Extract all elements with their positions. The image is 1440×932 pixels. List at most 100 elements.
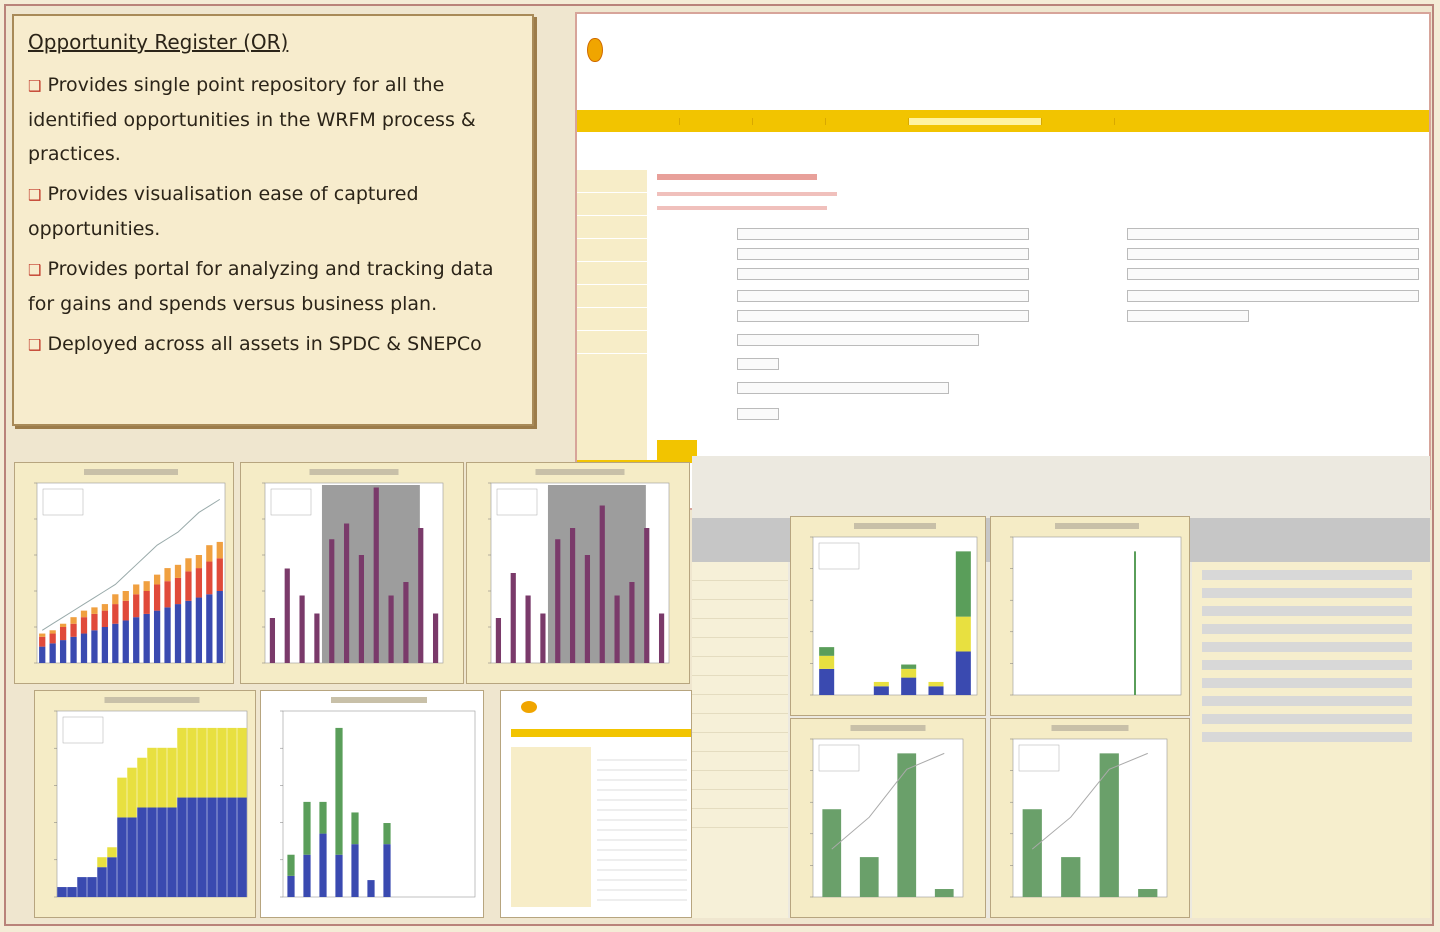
- bar: [197, 797, 207, 897]
- form-input[interactable]: [737, 228, 1029, 240]
- sub-tab-active[interactable]: [657, 440, 697, 460]
- bar: [137, 757, 147, 808]
- bullet-item: ❑ Provides single point repository for al…: [28, 74, 476, 165]
- form-input[interactable]: [1127, 268, 1419, 280]
- bar: [59, 640, 67, 663]
- bar: [383, 844, 391, 897]
- bar: [57, 887, 67, 897]
- bar: [39, 636, 46, 647]
- bar: [525, 595, 531, 663]
- bar: [287, 875, 295, 897]
- bar: [133, 594, 140, 618]
- chart-green-bars-line-2: [990, 718, 1190, 918]
- bar: [49, 643, 56, 663]
- bar: [644, 528, 650, 663]
- bar: [1022, 809, 1042, 897]
- bar: [217, 727, 227, 798]
- bar: [373, 487, 379, 663]
- bar: [143, 581, 150, 591]
- chart-bar-purple-1: [240, 462, 464, 684]
- form-input[interactable]: [737, 248, 1029, 260]
- bar: [157, 747, 167, 808]
- bullet-item: ❑ Deployed across all assets in SPDC & SN…: [28, 333, 482, 355]
- bar: [112, 623, 119, 663]
- bar: [174, 577, 182, 605]
- bar: [164, 581, 171, 608]
- tab[interactable]: [1042, 117, 1115, 125]
- form-input[interactable]: [1127, 228, 1419, 240]
- tab[interactable]: [680, 117, 753, 125]
- form-input[interactable]: [737, 358, 779, 370]
- bar: [127, 817, 137, 897]
- chart-green-bars-line-1: [790, 718, 986, 918]
- bar: [216, 541, 223, 559]
- bar: [67, 887, 77, 897]
- chart-stacked-small: [790, 516, 986, 716]
- bar: [174, 604, 182, 663]
- bar: [335, 727, 343, 855]
- chart-title-blur: [854, 523, 936, 529]
- bullet-item: ❑ Provides portal for analyzing and track…: [28, 258, 494, 315]
- form-input[interactable]: [1127, 290, 1419, 302]
- square-bullet-icon: ❑: [28, 336, 42, 354]
- tab[interactable]: [826, 117, 909, 125]
- bar: [928, 681, 944, 687]
- bar: [39, 646, 46, 663]
- bar: [319, 801, 327, 834]
- bar: [122, 620, 129, 663]
- plot-area: [282, 710, 476, 898]
- square-bullet-icon: ❑: [28, 77, 42, 95]
- bar: [819, 668, 835, 695]
- bar: [216, 591, 223, 663]
- chart-title-blur: [850, 725, 926, 731]
- bar: [873, 681, 889, 687]
- bar: [358, 555, 365, 663]
- small-web-screenshot: [500, 690, 692, 918]
- bar: [955, 551, 971, 617]
- form-heading: [657, 174, 817, 180]
- bar: [195, 597, 203, 663]
- chart-title-blur: [331, 697, 427, 703]
- bar: [177, 727, 187, 798]
- bar: [80, 610, 88, 618]
- form-lines: [597, 751, 687, 901]
- sub-tab-bar: [657, 440, 883, 460]
- bar: [207, 727, 217, 798]
- form-input[interactable]: [737, 334, 979, 346]
- bar: [367, 880, 375, 897]
- form-input[interactable]: [737, 310, 1029, 322]
- form-input[interactable]: [737, 268, 1029, 280]
- form-input[interactable]: [737, 382, 949, 394]
- bar: [901, 664, 917, 669]
- form-input[interactable]: [737, 408, 779, 420]
- bar: [897, 753, 917, 897]
- bar: [614, 595, 620, 663]
- bar: [195, 555, 203, 569]
- form-input[interactable]: [1127, 248, 1419, 260]
- bar: [1099, 753, 1119, 897]
- form-input[interactable]: [737, 290, 1029, 302]
- bar: [177, 797, 187, 897]
- bar: [819, 655, 835, 669]
- tab[interactable]: [577, 117, 680, 125]
- tab[interactable]: [753, 117, 826, 125]
- form-input[interactable]: [1127, 310, 1249, 322]
- chart-stacked-cumulative: [14, 462, 234, 684]
- bar: [822, 809, 842, 897]
- chart-stacked-area: [34, 690, 256, 918]
- chart-bar-green-blue: [260, 690, 484, 918]
- bar: [335, 854, 343, 897]
- bar: [351, 812, 359, 845]
- bar: [237, 797, 247, 897]
- form-subheading: [657, 192, 837, 196]
- bar: [351, 844, 359, 897]
- tab-active[interactable]: [909, 117, 1042, 125]
- web-form-screenshot: [575, 12, 1431, 510]
- right-column: [1192, 562, 1430, 918]
- bar: [510, 573, 516, 663]
- bar: [153, 574, 161, 585]
- bar: [207, 797, 217, 897]
- bar: [185, 600, 192, 663]
- bar: [101, 627, 109, 663]
- legend-box: [1018, 744, 1060, 772]
